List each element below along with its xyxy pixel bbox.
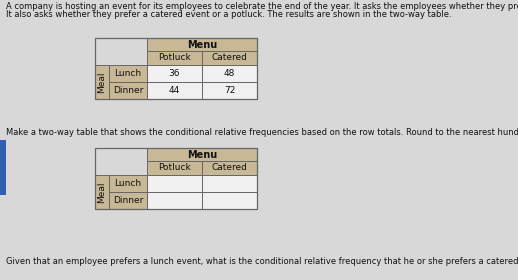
Bar	[147, 82, 202, 99]
Text: A company is hosting an event for its employees to celebrate the end of the year: A company is hosting an event for its em…	[6, 2, 518, 11]
Text: Make a two-way table that shows the conditional relative frequencies based on th: Make a two-way table that shows the cond…	[6, 128, 518, 137]
Text: Dinner: Dinner	[113, 86, 143, 95]
Bar	[147, 51, 202, 65]
Bar	[202, 51, 257, 65]
Text: 72: 72	[224, 86, 235, 95]
Text: Meal: Meal	[97, 181, 107, 203]
Text: Meal: Meal	[97, 71, 107, 93]
Text: Given that an employee prefers a lunch event, what is the conditional relative f: Given that an employee prefers a lunch e…	[6, 257, 518, 266]
Bar	[147, 175, 202, 192]
Text: 44: 44	[169, 86, 180, 95]
Bar	[202, 82, 257, 99]
Bar	[95, 175, 109, 209]
Bar	[202, 192, 257, 209]
Bar	[109, 65, 147, 82]
Text: Catered: Catered	[211, 164, 248, 172]
Bar	[109, 192, 147, 209]
Text: Potluck: Potluck	[158, 53, 191, 62]
Bar	[147, 192, 202, 209]
Text: Dinner: Dinner	[113, 196, 143, 205]
Text: Lunch: Lunch	[114, 179, 141, 188]
Text: Potluck: Potluck	[158, 164, 191, 172]
Bar	[202, 65, 257, 82]
Text: Menu: Menu	[187, 39, 217, 50]
Bar	[109, 175, 147, 192]
Bar	[0, 140, 6, 195]
Bar	[147, 38, 257, 51]
Bar	[202, 161, 257, 175]
Text: Catered: Catered	[211, 53, 248, 62]
Bar	[109, 82, 147, 99]
Text: Lunch: Lunch	[114, 69, 141, 78]
Text: Menu: Menu	[187, 150, 217, 160]
Bar	[202, 175, 257, 192]
Bar	[95, 65, 109, 99]
Bar	[147, 161, 202, 175]
Text: 48: 48	[224, 69, 235, 78]
Text: It also asks whether they prefer a catered event or a potluck. The results are s: It also asks whether they prefer a cater…	[6, 10, 452, 19]
Text: 36: 36	[169, 69, 180, 78]
Bar	[147, 65, 202, 82]
Bar	[95, 148, 257, 209]
Bar	[95, 38, 257, 99]
Bar	[147, 148, 257, 161]
